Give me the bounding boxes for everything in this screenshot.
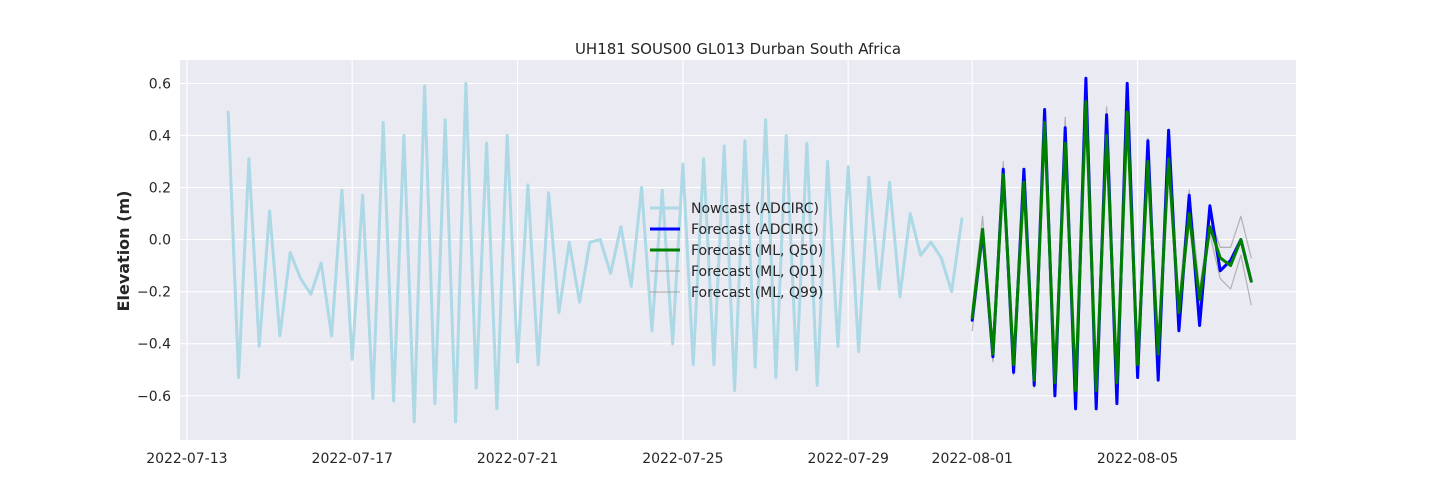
x-tick-label: 2022-07-13	[146, 451, 227, 467]
x-tick-label: 2022-08-05	[1097, 451, 1178, 467]
y-tick-label: 0.2	[149, 181, 171, 197]
series-line-forecast-ml-q50	[970, 100, 1253, 392]
x-tick-label: 2022-08-01	[932, 451, 1013, 467]
legend: Nowcast (ADCIRC) Forecast (ADCIRC) Forecas…	[650, 201, 823, 301]
x-tick-label: 2022-07-29	[808, 451, 889, 467]
series-line-nowcast-adcirc	[226, 81, 964, 424]
y-tick-label: −0.2	[137, 285, 171, 301]
legend-label: Forecast (ADCIRC)	[691, 222, 819, 238]
chart-title: UH181 SOUS00 GL013 Durban South Africa	[575, 40, 901, 58]
y-tick-label: 0.6	[149, 76, 171, 92]
series-layer	[226, 76, 1253, 424]
y-axis-ticks: −0.6 −0.4 −0.2 0.0 0.2 0.4 0.6	[137, 76, 171, 404]
y-tick-label: −0.6	[137, 389, 171, 405]
y-axis-label: Elevation (m)	[114, 191, 133, 312]
y-tick-label: 0.4	[149, 128, 171, 144]
legend-label: Forecast (ML, Q99)	[691, 285, 823, 301]
legend-label: Forecast (ML, Q50)	[691, 243, 823, 259]
x-axis-ticks: 2022-07-13 2022-07-17 2022-07-21 2022-07-25…	[146, 451, 1178, 467]
x-tick-label: 2022-07-17	[312, 451, 393, 467]
y-tick-label: −0.4	[137, 337, 171, 353]
legend-label: Nowcast (ADCIRC)	[691, 201, 819, 217]
legend-label: Forecast (ML, Q01)	[691, 264, 823, 280]
x-tick-label: 2022-07-21	[477, 451, 558, 467]
x-tick-label: 2022-07-25	[642, 451, 723, 467]
y-tick-label: 0.0	[149, 233, 171, 249]
